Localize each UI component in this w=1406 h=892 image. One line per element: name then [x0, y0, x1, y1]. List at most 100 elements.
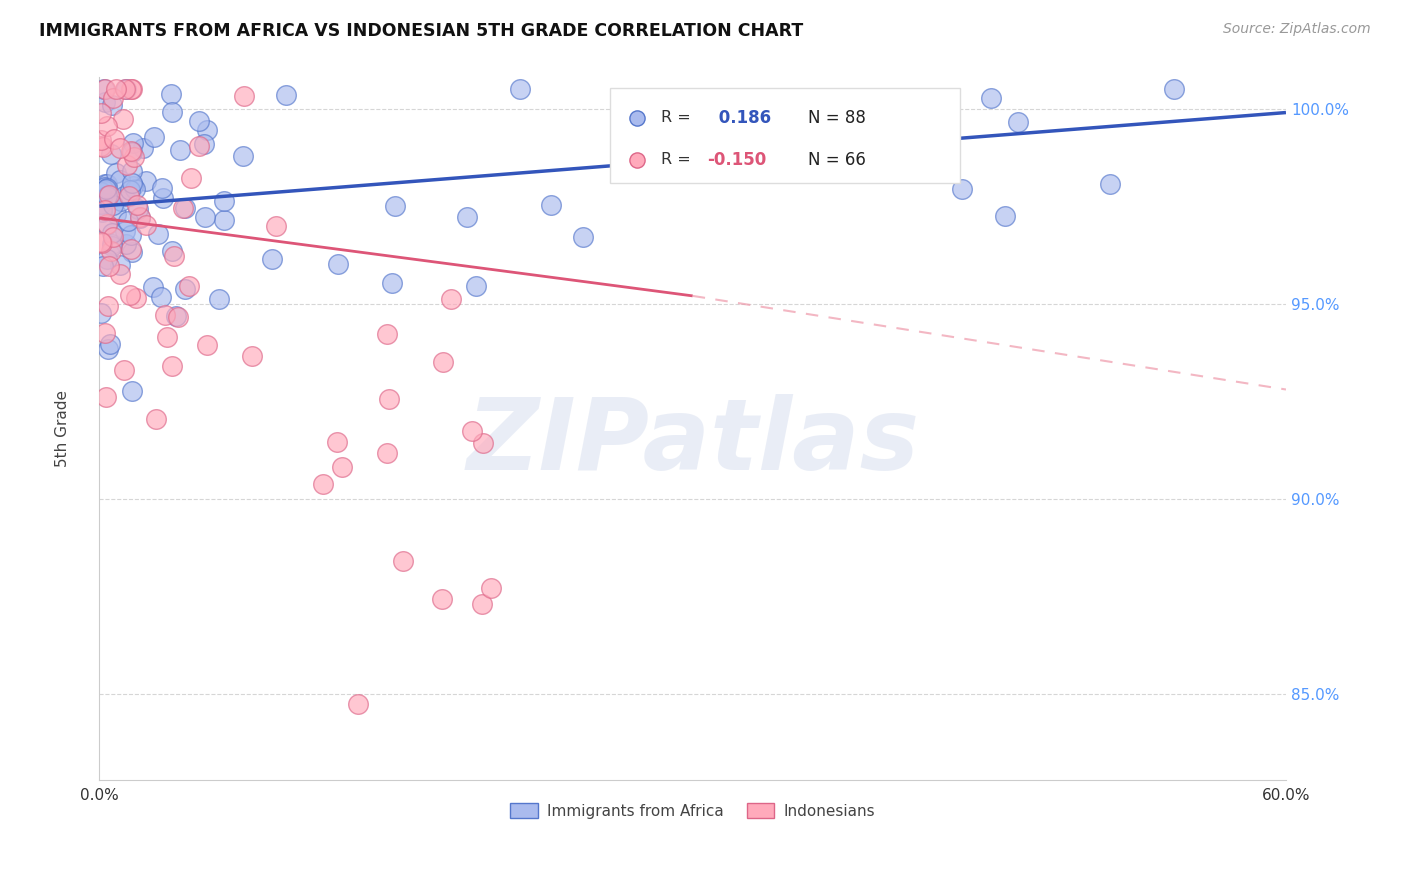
Point	[509, 82, 531, 96]
Point	[90, 205, 112, 219]
Point	[886, 116, 908, 130]
Point	[471, 597, 494, 611]
Point	[984, 560, 1007, 574]
Point	[94, 95, 117, 109]
Point	[94, 177, 117, 191]
Text: -0.150: -0.150	[707, 151, 766, 169]
Point	[195, 337, 218, 351]
Point	[120, 82, 142, 96]
Point	[94, 390, 117, 404]
Point	[120, 227, 142, 242]
Point	[91, 259, 114, 273]
Point	[114, 224, 136, 238]
Point	[166, 310, 188, 324]
Text: ZIPatlas: ZIPatlas	[467, 394, 920, 491]
Point	[101, 91, 124, 105]
Point	[121, 179, 143, 194]
Point	[540, 198, 562, 212]
Point	[162, 359, 184, 374]
Point	[114, 82, 136, 96]
Point	[115, 158, 138, 172]
Point	[155, 308, 177, 322]
Point	[115, 237, 138, 252]
Point	[980, 90, 1002, 104]
Point	[378, 392, 401, 406]
Point	[152, 191, 174, 205]
Point	[571, 229, 593, 244]
Point	[148, 227, 170, 242]
Point	[121, 384, 143, 398]
Point	[152, 181, 174, 195]
Point	[124, 150, 146, 164]
Point	[461, 424, 484, 438]
Point	[105, 82, 128, 96]
Point	[724, 142, 747, 156]
Legend: Immigrants from Africa, Indonesians: Immigrants from Africa, Indonesians	[505, 797, 882, 824]
Point	[172, 201, 194, 215]
Point	[240, 349, 263, 363]
Point	[90, 202, 112, 217]
Point	[111, 112, 134, 127]
Point	[108, 267, 131, 281]
Point	[97, 299, 120, 313]
FancyBboxPatch shape	[610, 88, 960, 183]
Point	[100, 239, 122, 253]
Point	[135, 219, 157, 233]
Point	[122, 136, 145, 150]
Point	[160, 87, 183, 101]
Point	[117, 214, 139, 228]
Text: R =: R =	[661, 153, 690, 168]
Point	[121, 163, 143, 178]
Point	[456, 211, 478, 225]
Point	[135, 173, 157, 187]
Text: Source: ZipAtlas.com: Source: ZipAtlas.com	[1223, 22, 1371, 37]
Point	[101, 230, 124, 244]
Point	[994, 209, 1017, 223]
Point	[195, 123, 218, 137]
Point	[160, 104, 183, 119]
Point	[90, 196, 112, 211]
Point	[145, 411, 167, 425]
Point	[430, 592, 453, 607]
Point	[90, 185, 112, 199]
Point	[1007, 114, 1029, 128]
Point	[165, 309, 187, 323]
Point	[274, 88, 297, 103]
Point	[180, 171, 202, 186]
Point	[375, 446, 398, 460]
Point	[91, 235, 114, 250]
Point	[96, 181, 118, 195]
Point	[124, 182, 146, 196]
Point	[112, 188, 135, 202]
Point	[110, 194, 132, 209]
Point	[127, 202, 149, 216]
Point	[212, 213, 235, 227]
Y-axis label: 5th Grade: 5th Grade	[55, 390, 70, 467]
Point	[93, 82, 115, 96]
Point	[97, 342, 120, 356]
Point	[94, 179, 117, 194]
Point	[93, 82, 115, 96]
Point	[264, 219, 287, 234]
Point	[347, 698, 370, 712]
Point	[127, 198, 149, 212]
Point	[96, 189, 118, 203]
Point	[96, 119, 118, 133]
Point	[108, 141, 131, 155]
Point	[143, 130, 166, 145]
Point	[391, 554, 413, 568]
Point	[100, 244, 122, 258]
Point	[120, 242, 142, 256]
Point	[120, 145, 142, 159]
Point	[94, 182, 117, 196]
Point	[125, 291, 148, 305]
Point	[232, 149, 254, 163]
Point	[232, 88, 254, 103]
Point	[375, 327, 398, 342]
Point	[479, 581, 502, 595]
Point	[121, 82, 143, 96]
Point	[384, 199, 406, 213]
Point	[950, 181, 973, 195]
Point	[440, 292, 463, 306]
Point	[129, 210, 152, 224]
